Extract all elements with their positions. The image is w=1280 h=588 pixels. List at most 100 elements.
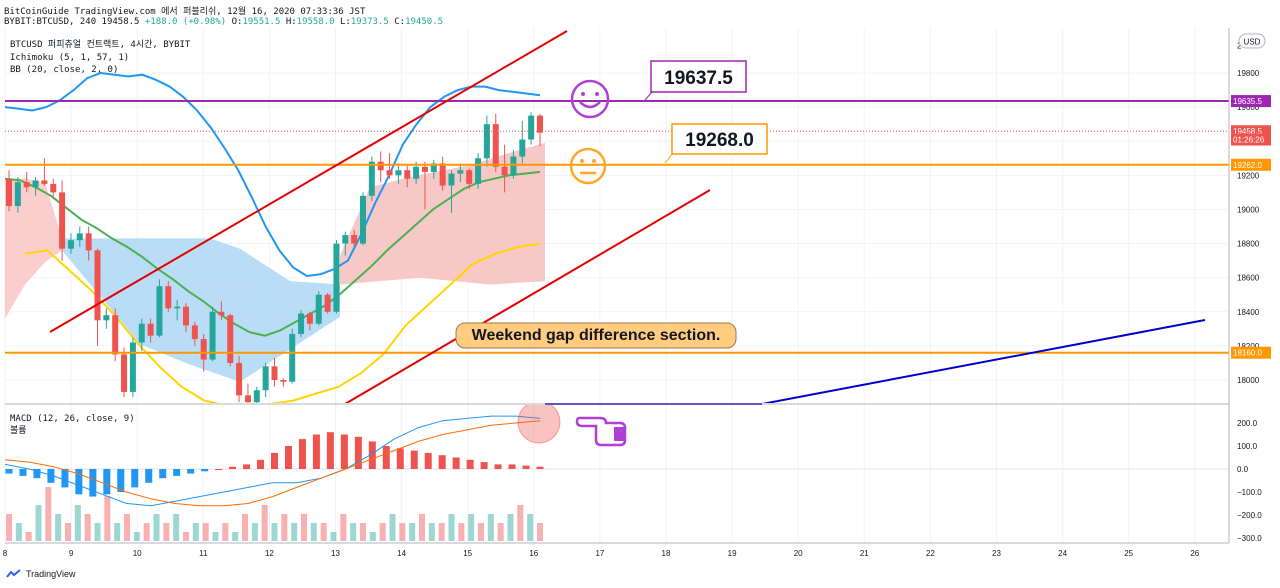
candle-body xyxy=(404,170,411,179)
tradingview-logo[interactable]: TradingView xyxy=(6,569,76,579)
volume-bar xyxy=(143,523,150,541)
histogram-bar xyxy=(5,469,13,474)
price-badge-bg xyxy=(1231,95,1271,108)
volume-bar xyxy=(399,523,406,541)
candle-body xyxy=(483,124,490,159)
time-tick: 15 xyxy=(463,549,472,558)
histogram-bar xyxy=(271,452,278,469)
volume-bar xyxy=(163,523,170,541)
histogram-bar xyxy=(187,469,195,474)
time-tick: 20 xyxy=(794,549,803,558)
price-badge-text: 19458.5 xyxy=(1233,127,1262,136)
blue-trendline xyxy=(761,319,1206,403)
volume-bar xyxy=(438,523,445,541)
candle-body xyxy=(377,161,384,171)
volume-bar xyxy=(428,523,435,541)
volume-bar xyxy=(330,532,337,541)
ichimoku-cloud-bearish xyxy=(5,178,62,319)
time-tick: 12 xyxy=(265,549,274,558)
candle-body xyxy=(200,339,207,360)
histogram-bar xyxy=(215,469,223,470)
histogram-bar xyxy=(257,459,265,469)
volume-bar xyxy=(104,496,111,541)
close-value: 19450.5 xyxy=(405,17,443,27)
histogram-bar xyxy=(368,441,376,469)
candle-body xyxy=(368,161,375,196)
candle-body xyxy=(209,311,216,360)
volume-bar xyxy=(507,514,514,541)
price-tick: 18000 xyxy=(1237,376,1260,385)
time-tick: 16 xyxy=(529,549,538,558)
volume-bar xyxy=(340,514,347,541)
price-badge-bg xyxy=(1231,346,1271,359)
volume-bar xyxy=(251,523,258,541)
candle-body xyxy=(439,163,446,186)
candle-body xyxy=(386,170,393,176)
histogram-bar xyxy=(340,434,348,469)
volume-bar xyxy=(419,514,425,541)
volume-bar xyxy=(271,523,278,541)
candle-body xyxy=(448,173,455,186)
price-badge-bg xyxy=(1231,158,1271,171)
histogram-bar xyxy=(494,464,502,469)
macd-cross-highlight xyxy=(517,405,561,444)
volume-bar xyxy=(173,514,180,541)
time-axis[interactable]: 8 9 10 11 12 13 14 15 16 17 18 19 20 21 22 23 24 25 26 xyxy=(3,549,1200,558)
price-badge-bg xyxy=(1231,133,1271,146)
histogram-bar xyxy=(466,459,474,469)
legend-bb: BB (20, close, 2, 0) xyxy=(10,65,118,75)
macd-pane[interactable] xyxy=(5,401,1229,541)
candle-body xyxy=(298,313,305,334)
histogram-bar xyxy=(508,464,516,469)
tradingview-brand: TradingView xyxy=(26,569,76,579)
candle-body xyxy=(421,166,428,172)
bb-upper-line xyxy=(5,71,541,278)
price-badge-text: 19262.0 xyxy=(1233,161,1262,170)
candle-body xyxy=(174,306,181,309)
macd-axis: 200.0 100.0 0.0 −100.0 −200.0 −300.0 xyxy=(1237,419,1262,543)
volume-bar xyxy=(497,523,504,541)
candle-body xyxy=(85,233,92,251)
candle-body xyxy=(519,139,526,157)
histogram-bar xyxy=(145,469,153,483)
volume-bar xyxy=(6,514,12,541)
volume-bar xyxy=(301,514,307,541)
candle-body xyxy=(306,313,313,324)
time-tick: 23 xyxy=(992,549,1001,558)
volume-bar xyxy=(25,532,32,541)
volume-bar xyxy=(409,523,416,541)
histogram-bar xyxy=(326,432,334,469)
histogram-bar xyxy=(89,469,97,497)
candle-body xyxy=(280,380,287,382)
volume-bar xyxy=(94,523,101,541)
time-tick: 19 xyxy=(728,549,737,558)
publish-header: BitCoinGuide TradingView.com 에서 퍼블리쉬, 12… xyxy=(4,7,366,17)
close-label: C: xyxy=(394,17,406,27)
volume-bar xyxy=(320,523,327,541)
macd-tick: −200.0 xyxy=(1237,511,1262,520)
volume-bar xyxy=(84,514,91,541)
currency-badge[interactable]: USD xyxy=(1238,33,1266,49)
price-axis[interactable]: 1800018200184001860018800190001920019400… xyxy=(1237,42,1260,385)
volume-bar xyxy=(45,487,52,541)
histogram-bar xyxy=(536,466,544,469)
candle-body xyxy=(147,323,154,336)
price-tick: 18800 xyxy=(1237,240,1260,249)
main-pane[interactable] xyxy=(5,30,1229,407)
price-tick-top: 2 xyxy=(1237,42,1242,51)
candle-body xyxy=(475,158,482,184)
volume-bar xyxy=(291,523,298,541)
time-tick: 25 xyxy=(1124,549,1133,558)
candle-body xyxy=(271,366,278,380)
macd-histogram xyxy=(5,432,544,497)
candle-body xyxy=(289,333,296,382)
price-badge-text: 19635.5 xyxy=(1233,97,1262,106)
volume-bar xyxy=(222,523,229,541)
volume-bar xyxy=(232,532,239,541)
volume-bar xyxy=(527,514,534,541)
volume-bar xyxy=(133,532,140,541)
time-tick: 22 xyxy=(926,549,935,558)
candle-body xyxy=(6,178,12,207)
candle-body xyxy=(112,315,119,355)
